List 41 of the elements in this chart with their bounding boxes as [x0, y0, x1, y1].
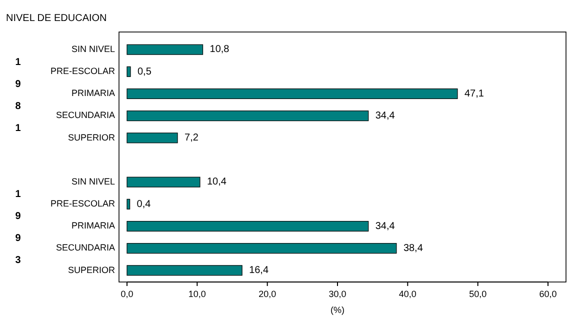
x-tick-label: 40,0 — [398, 289, 416, 299]
x-tick-label: 10,0 — [188, 289, 206, 299]
bar — [126, 132, 178, 144]
data-label: 10,8 — [210, 44, 230, 56]
data-label: 10,4 — [206, 176, 227, 188]
bar — [126, 88, 458, 100]
data-label: 38,4 — [403, 242, 424, 254]
data-label: 16,4 — [249, 265, 269, 276]
data-label: 47,1 — [464, 88, 484, 100]
x-tick-label: 50,0 — [469, 289, 487, 299]
x-axis-title: (%) — [330, 305, 344, 315]
chart-title: NIVEL DE EDUCAION — [6, 13, 107, 24]
bar — [126, 44, 204, 55]
y-tick-label: SECUNDARIA — [56, 110, 115, 120]
data-label: 34,4 — [375, 110, 396, 122]
bar — [126, 176, 200, 188]
x-tick-label: 0,0 — [120, 289, 134, 299]
text: 1981 — [15, 56, 22, 134]
data-label: 34,4 — [375, 220, 396, 232]
y-tick-label: SIN NIVEL — [71, 44, 115, 54]
y-tick-label: SECUNDARIA — [56, 242, 115, 253]
y-tick-label: SUPERIOR — [68, 264, 116, 275]
y-tick-label: SUPERIOR — [68, 132, 116, 142]
data-label: 0,4 — [136, 198, 152, 210]
data-label: 0,5 — [138, 66, 152, 78]
x-tick-label: 30,0 — [328, 289, 346, 299]
y-tick-label: SIN NIVEL — [71, 176, 115, 186]
y-tick-label: PRE-ESCOLAR — [50, 66, 116, 76]
x-tick-label: 60,0 — [539, 289, 557, 299]
bar — [126, 66, 131, 77]
x-tick-label: 20,0 — [258, 289, 276, 299]
bar — [126, 198, 130, 210]
bar — [126, 220, 369, 232]
y-tick-label: PRIMARIA — [71, 88, 115, 98]
bar — [126, 110, 369, 122]
bar — [126, 265, 242, 276]
bar — [126, 243, 397, 254]
y-tick-label: PRE-ESCOLAR — [50, 198, 116, 209]
data-label: 7,2 — [184, 132, 199, 144]
text: 1993 — [15, 189, 22, 266]
y-tick-label: PRIMARIA — [71, 220, 115, 231]
